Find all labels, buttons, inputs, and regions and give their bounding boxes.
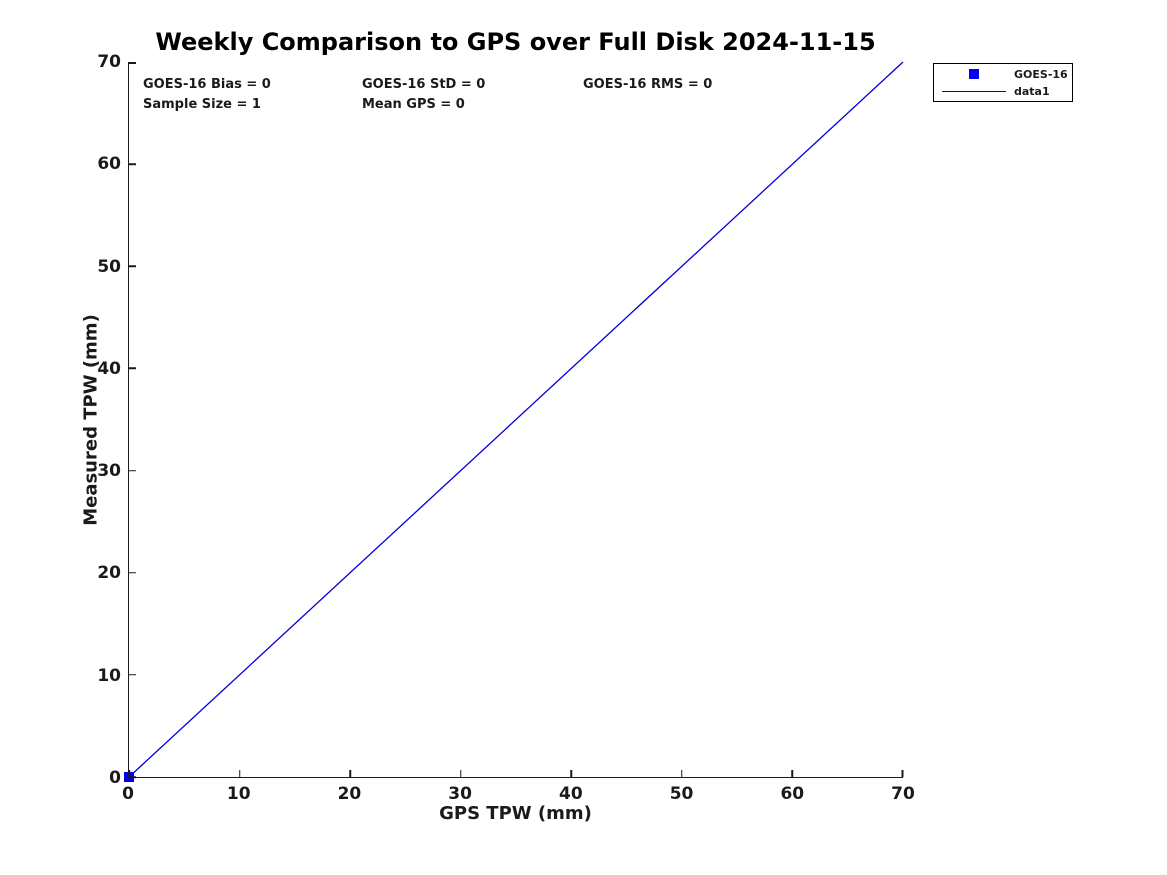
x-tick-label: 40 — [559, 784, 583, 804]
identity-line — [128, 61, 904, 778]
y-tick-label: 30 — [97, 461, 121, 482]
x-tick-label: 50 — [669, 784, 694, 804]
chart-title: Weekly Comparison to GPS over Full Disk … — [155, 28, 876, 56]
y-tick — [129, 674, 136, 676]
legend-label: GOES-16 — [1014, 67, 1068, 81]
x-tick — [349, 770, 351, 777]
y-tick-label: 10 — [97, 665, 121, 686]
x-tick-label: 10 — [226, 784, 251, 804]
x-tick-label: 0 — [122, 784, 134, 804]
legend-line-marker-icon — [934, 90, 1014, 92]
y-tick-label: 60 — [97, 154, 121, 175]
x-tick-label: 20 — [337, 784, 362, 804]
x-tick — [681, 770, 683, 777]
y-tick — [129, 62, 136, 64]
x-tick — [238, 770, 241, 777]
annotation-sample-size: Sample Size = 1 — [143, 97, 261, 112]
y-tick-label: 50 — [97, 256, 121, 277]
y-tick — [129, 367, 136, 370]
y-axis-tick-labels: 0 10 20 30 40 50 60 70 — [0, 52, 121, 788]
x-tick — [459, 770, 462, 777]
y-tick-label: 0 — [109, 768, 121, 788]
data-point-marker — [123, 772, 134, 782]
y-tick-label: 40 — [97, 358, 121, 379]
y-axis-label: Measured TPW (mm) — [80, 314, 102, 526]
x-tick — [570, 770, 573, 777]
x-tick-label: 60 — [780, 784, 805, 804]
y-tick — [129, 469, 136, 472]
y-tick-label: 70 — [97, 52, 121, 72]
legend-square-marker-icon — [934, 69, 1014, 79]
y-tick — [129, 776, 136, 778]
y-tick — [129, 163, 136, 165]
annotation-std: GOES-16 StD = 0 — [362, 77, 486, 92]
x-tick-label: 70 — [891, 784, 915, 804]
annotation-rms: GOES-16 RMS = 0 — [583, 77, 713, 92]
legend-label: data1 — [1014, 84, 1050, 98]
plot-area — [123, 61, 904, 782]
annotation-bias: GOES-16 Bias = 0 — [143, 77, 271, 92]
x-axis-label: GPS TPW (mm) — [439, 803, 592, 824]
legend-entry-goes16: GOES-16 — [934, 67, 1072, 81]
y-tick-label: 20 — [97, 563, 121, 584]
x-tick — [901, 770, 903, 777]
legend: GOES-16 data1 — [933, 63, 1073, 102]
y-tick — [129, 571, 136, 574]
x-axis-tick-labels: 0 10 20 30 40 50 60 70 — [122, 784, 915, 806]
annotation-mean-gps: Mean GPS = 0 — [362, 97, 465, 112]
y-tick — [129, 265, 136, 268]
legend-entry-data1: data1 — [934, 84, 1072, 98]
x-tick — [791, 770, 794, 777]
x-tick — [128, 770, 130, 777]
x-tick-label: 30 — [448, 784, 472, 804]
